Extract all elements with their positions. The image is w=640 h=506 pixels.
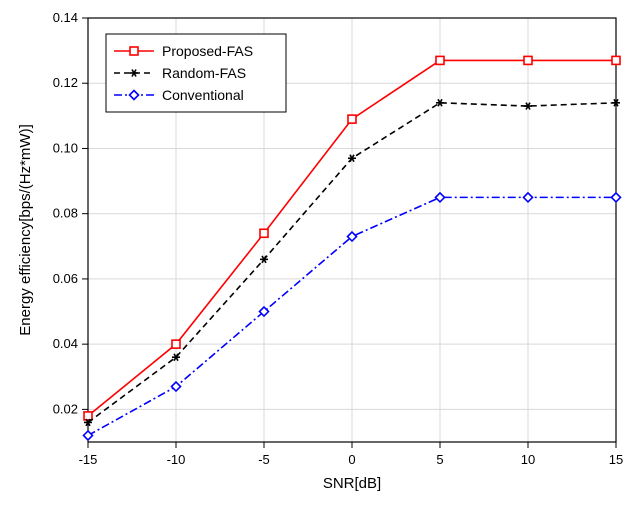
x-tick-label: 5 [436, 452, 443, 467]
x-tick-label: -5 [258, 452, 270, 467]
y-tick-label: 0.04 [53, 336, 78, 351]
chart-background [0, 0, 640, 506]
x-axis-label: SNR[dB] [323, 475, 381, 492]
y-tick-label: 0.10 [53, 140, 78, 155]
y-tick-label: 0.12 [53, 75, 78, 90]
x-tick-label: 0 [348, 452, 355, 467]
y-tick-label: 0.14 [53, 10, 78, 25]
marker-square [524, 56, 532, 64]
x-tick-label: 10 [521, 452, 535, 467]
legend-label-conventional: Conventional [162, 87, 244, 103]
legend: Proposed-FAS Random-FAS Conventional [106, 34, 286, 112]
x-tick-label: 15 [609, 452, 623, 467]
marker-square [84, 412, 92, 420]
y-axis-label: Energy efficiency[bps/(Hz*mW)] [17, 124, 34, 335]
legend-label-proposed-fas: Proposed-FAS [162, 43, 253, 59]
x-tick-label: -10 [167, 452, 186, 467]
x-tick-label: -15 [79, 452, 98, 467]
y-tick-label: 0.02 [53, 401, 78, 416]
marker-square [348, 115, 356, 123]
marker-square [612, 56, 620, 64]
marker-square [172, 340, 180, 348]
y-tick-label: 0.08 [53, 206, 78, 221]
y-tick-label: 0.06 [53, 271, 78, 286]
chart-svg: -15 -10 -5 0 5 10 15 0.02 0.04 0.06 0.08 0.10 0.12 0.… [0, 0, 640, 506]
marker-square [130, 47, 138, 55]
legend-label-random-fas: Random-FAS [162, 65, 246, 81]
marker-square [436, 56, 444, 64]
marker-square [260, 229, 268, 237]
chart-container: -15 -10 -5 0 5 10 15 0.02 0.04 0.06 0.08 0.10 0.12 0.… [0, 0, 640, 506]
